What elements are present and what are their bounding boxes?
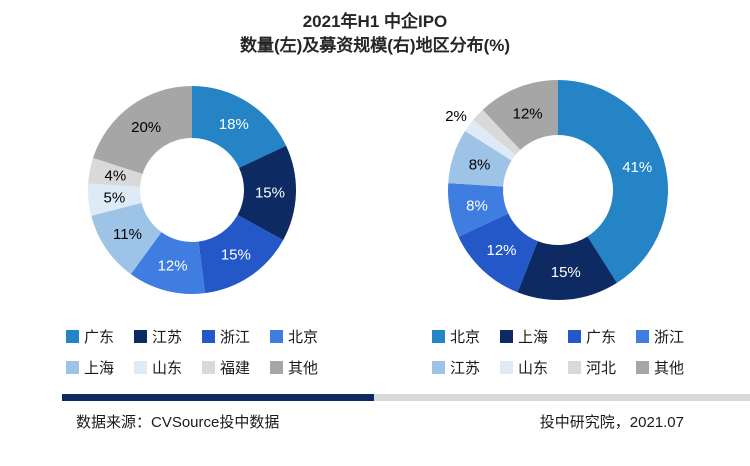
pie-slice-广东: [458, 213, 538, 293]
legend-item-广东: 广东: [568, 326, 616, 347]
pie-slice-北京: [130, 232, 206, 294]
legend-item-上海: 上海: [499, 326, 548, 347]
slice-label-山东: 2%: [445, 108, 467, 125]
legend-swatch: [133, 361, 147, 374]
legend-label: 广东: [83, 329, 114, 346]
legend-label: 福建: [220, 360, 251, 377]
legend-swatch: [431, 361, 445, 374]
legend-swatch: [202, 361, 215, 374]
legend-swatch: [568, 361, 581, 374]
data-source-text: 数据来源：CVSource投中数据: [76, 414, 280, 431]
footer: 数据来源：CVSource投中数据 投中研究院，2021.07: [0, 401, 750, 432]
legend-label: 浙江: [654, 329, 685, 346]
legend-item-其他: 其他: [636, 357, 684, 378]
chart-proceeds-column: 41% 15% 12% 8% 8% 2% 12% 北京 上海 广东 浙江江苏 山东 河北 其他: [388, 64, 728, 378]
pie-slice-广东: [192, 86, 287, 168]
legend-item-其他: 其他: [270, 357, 318, 378]
pie-slice-江苏: [448, 131, 512, 187]
slice-label-广东: 18%: [219, 116, 249, 133]
legend-label: 山东: [517, 360, 548, 377]
legend-label: 北京: [449, 329, 480, 346]
slice-label-浙江: 15%: [221, 247, 251, 264]
legend-label: 浙江: [220, 329, 251, 346]
pie-slice-浙江: [448, 183, 509, 237]
pie-slice-浙江: [198, 215, 284, 294]
chart-title: 2021年H1 中企IPO 数量(左)及募资规模(右)地区分布(%): [0, 10, 750, 58]
legend-swatch: [133, 330, 147, 343]
legend-label: 其他: [654, 360, 685, 377]
slice-label-其他: 20%: [131, 119, 161, 136]
pie-slice-其他: [482, 80, 558, 150]
legend-swatch: [636, 330, 650, 343]
legend-label: 河北: [586, 360, 617, 377]
legend-item-浙江: 浙江: [202, 326, 250, 347]
legend-item-浙江: 浙江: [636, 326, 684, 347]
legend-swatch: [568, 330, 581, 343]
legend-item-北京: 北京: [431, 326, 480, 347]
legend-item-北京: 北京: [270, 326, 318, 347]
pie-slice-北京: [558, 80, 669, 283]
legend-swatch: [636, 361, 650, 374]
legend-ipo-proceeds: 北京 上海 广东 浙江江苏 山东 河北 其他: [431, 326, 684, 378]
legend-label: 北京: [288, 329, 319, 346]
legend-item-广东: 广东: [65, 326, 114, 347]
pie-slice-福建: [88, 157, 143, 187]
legend-item-山东: 山东: [499, 357, 548, 378]
legend-swatch: [499, 330, 513, 343]
pie-slice-上海: [517, 236, 617, 301]
slice-label-其他: 12%: [513, 105, 543, 122]
pie-slice-其他: [93, 86, 192, 174]
legend-item-江苏: 江苏: [133, 326, 182, 347]
donut-chart-ipo-count: 18% 15% 15% 12% 11% 5% 4% 20%: [88, 86, 296, 294]
slice-label-北京: 12%: [158, 258, 188, 275]
legend-ipo-count: 广东 江苏 浙江 北京上海 山东 福建 其他: [65, 326, 318, 378]
slice-label-福建: 4%: [105, 167, 127, 184]
slice-label-江苏: 8%: [469, 157, 491, 174]
legend-swatch: [270, 361, 284, 374]
chart-title-line1: 2021年H1 中企IPO: [302, 12, 448, 31]
slice-label-浙江: 8%: [466, 197, 488, 214]
slice-label-广东: 12%: [487, 242, 517, 259]
legend-item-福建: 福建: [202, 357, 250, 378]
legend-label: 广东: [586, 329, 617, 346]
slice-label-北京: 41%: [622, 159, 652, 176]
pie-slice-山东: [465, 119, 516, 161]
pie-slice-山东: [88, 183, 142, 216]
legend-swatch: [499, 361, 513, 374]
slice-label-上海: 11%: [113, 226, 142, 243]
chart-title-line2: 数量(左)及募资规模(右)地区分布(%): [239, 36, 511, 55]
legend-item-上海: 上海: [65, 357, 114, 378]
legend-item-河北: 河北: [568, 357, 616, 378]
legend-label: 上海: [83, 360, 114, 377]
legend-swatch: [65, 330, 79, 343]
legend-swatch: [202, 330, 215, 343]
chart-count-column: 18% 15% 15% 12% 11% 5% 4% 20% 广东 江苏 浙江 北京上海 山东 福建 其他: [22, 64, 362, 378]
legend-swatch: [270, 330, 284, 343]
slice-label-山东: 5%: [104, 189, 126, 206]
legend-swatch: [431, 330, 445, 343]
legend-label: 山东: [151, 360, 182, 377]
slice-label-江苏: 15%: [255, 184, 285, 201]
legend-label: 江苏: [151, 329, 182, 346]
pie-slice-河北: [473, 109, 521, 155]
legend-item-江苏: 江苏: [431, 357, 480, 378]
slice-label-上海: 15%: [551, 264, 581, 281]
legend-label: 江苏: [449, 360, 480, 377]
donut-chart-ipo-proceeds: 41% 15% 12% 8% 8% 2% 12%: [445, 80, 669, 301]
credit-text: 投中研究院，2021.07: [539, 414, 684, 431]
legend-swatch: [65, 361, 79, 374]
legend-item-山东: 山东: [133, 357, 182, 378]
legend-label: 上海: [517, 329, 548, 346]
charts-row: 18% 15% 15% 12% 11% 5% 4% 20% 广东 江苏 浙江 北京 上海 山东 福建 其他 …: [0, 64, 750, 378]
footer-divider: [62, 394, 750, 401]
legend-label: 其他: [288, 360, 319, 377]
pie-slice-上海: [91, 202, 162, 275]
footer-bar-gray: [374, 394, 750, 401]
footer-bar-navy: [62, 394, 374, 401]
pie-slice-江苏: [237, 145, 296, 241]
